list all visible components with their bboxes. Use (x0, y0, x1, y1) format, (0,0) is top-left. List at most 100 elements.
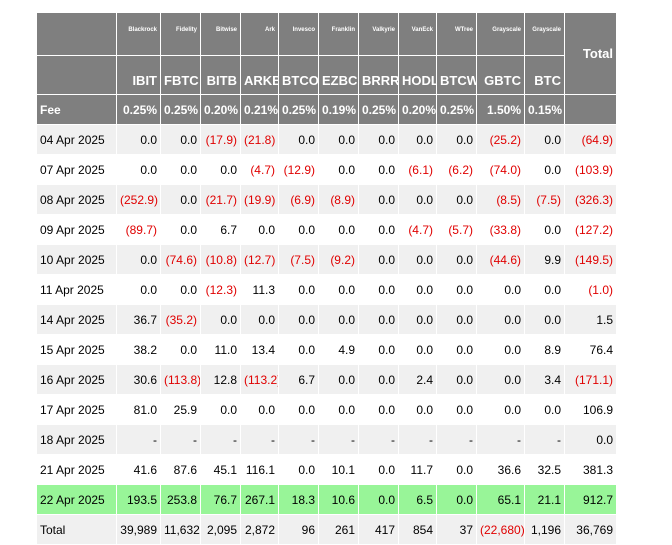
flow-value: 381.3 (564, 454, 617, 485)
flow-value: 0.0 (240, 394, 279, 425)
flow-value: 0.0 (398, 304, 437, 335)
ticker: EZBC (318, 55, 359, 95)
flow-value: - (476, 424, 525, 455)
ticker: GBTC (476, 55, 525, 95)
issuer: Valkyrie (358, 12, 399, 56)
flow-value: 0.0 (200, 304, 241, 335)
flow-value: (12.9) (278, 154, 319, 185)
row-label: 09 Apr 2025 (36, 214, 117, 245)
flow-value: 0.0 (160, 214, 201, 245)
flow-value: 0.0 (436, 394, 477, 425)
flow-value: 65.1 (476, 484, 525, 515)
flows-table: Blackrock Fidelity Bitwise Ark Invesco Frankl… (36, 12, 617, 545)
row-label: 14 Apr 2025 (36, 304, 117, 335)
flow-value: 0.0 (398, 184, 437, 215)
flow-value: 0.0 (398, 274, 437, 305)
flow-value: 25.9 (160, 394, 201, 425)
issuer: Blackrock (116, 12, 161, 56)
table-row: 16 Apr 2025 30.6 (113.8) 12.8 (113.2) 6.7 0.0 0… (36, 364, 617, 395)
flow-value: 0.0 (358, 244, 399, 275)
flow-value: 32.5 (524, 454, 565, 485)
flow-value: 0.0 (160, 184, 201, 215)
ticker: ARKB (240, 55, 279, 95)
flow-value: 854 (398, 514, 437, 545)
flow-value: 0.0 (318, 274, 359, 305)
table-row: Fee 0.25% 0.25% 0.20% 0.21% 0.25% 0.19% 0.25% 0.… (36, 94, 617, 125)
issuer: Invesco (278, 12, 319, 56)
flow-value: 0.0 (436, 124, 477, 155)
flow-value: 0.0 (318, 304, 359, 335)
table-row: 14 Apr 2025 36.7 (35.2) 0.0 0.0 0.0 0.0 0.0 0.0 0… (36, 304, 617, 335)
ticker: BRRR (358, 55, 399, 95)
flow-value: 0.0 (278, 274, 319, 305)
flow-value: 0.0 (278, 394, 319, 425)
flow-value: 11,632 (160, 514, 201, 545)
flow-value: 87.6 (160, 454, 201, 485)
flow-value: 0.0 (200, 394, 241, 425)
header-cell (36, 55, 117, 95)
flow-value: (4.7) (398, 214, 437, 245)
row-label: 11 Apr 2025 (36, 274, 117, 305)
flow-value: 912.7 (564, 484, 617, 515)
fee: 0.20% (200, 94, 241, 125)
header-cell (36, 12, 117, 56)
flow-value: - (160, 424, 201, 455)
flow-value: (8.5) (476, 184, 525, 215)
flow-value: 38.2 (116, 334, 161, 365)
flow-value: 3.4 (524, 364, 565, 395)
flow-value: 0.0 (200, 154, 241, 185)
row-label: 07 Apr 2025 (36, 154, 117, 185)
flow-value: 0.0 (278, 214, 319, 245)
flow-value: 18.3 (278, 484, 319, 515)
flow-value: (113.8) (160, 364, 201, 395)
flow-value: 0.0 (278, 454, 319, 485)
flow-value: 0.0 (358, 334, 399, 365)
flow-value: 261 (318, 514, 359, 545)
flow-value: (7.5) (278, 244, 319, 275)
flow-value: (19.9) (240, 184, 279, 215)
flow-value: 0.0 (240, 304, 279, 335)
flow-value: - (200, 424, 241, 455)
flow-value: (21.8) (240, 124, 279, 155)
flow-value: (12.7) (240, 244, 279, 275)
table-row: 22 Apr 2025 193.5 253.8 76.7 267.1 18.3 10.6 0.… (36, 484, 617, 515)
flow-value: 39,989 (116, 514, 161, 545)
table-row: 11 Apr 2025 0.0 0.0 (12.3) 11.3 0.0 0.0 0.0 0.0 0… (36, 274, 617, 305)
row-label: Total (36, 514, 117, 545)
flow-value: 0.0 (524, 304, 565, 335)
fee: 0.25% (116, 94, 161, 125)
table-row: 21 Apr 2025 41.6 87.6 45.1 116.1 0.0 10.1 0.0 11… (36, 454, 617, 485)
issuer: Ark (240, 12, 279, 56)
flow-value: (17.9) (200, 124, 241, 155)
flow-value: (9.2) (318, 244, 359, 275)
flow-value: 0.0 (278, 124, 319, 155)
flow-value: 0.0 (358, 454, 399, 485)
table-row: 04 Apr 2025 0.0 0.0 (17.9) (21.8) 0.0 0.0 0.0 0.… (36, 124, 617, 155)
flow-value: - (240, 424, 279, 455)
fee: 0.25% (436, 94, 477, 125)
flow-value: 0.0 (278, 334, 319, 365)
table-row: IBIT FBTC BITB ARKB BTCO EZBC BRRR HODL BTCW GBTC… (36, 55, 617, 95)
flow-value: (326.3) (564, 184, 617, 215)
header-cell (564, 94, 617, 125)
flow-value: 0.0 (436, 244, 477, 275)
flow-value: 0.0 (116, 274, 161, 305)
flow-value: 0.0 (524, 124, 565, 155)
flow-value: 0.0 (436, 184, 477, 215)
flow-value: 0.0 (524, 394, 565, 425)
flow-value: (7.5) (524, 184, 565, 215)
flow-value: (33.8) (476, 214, 525, 245)
fee-label: Fee (36, 94, 117, 125)
flow-value: (74.6) (160, 244, 201, 275)
flow-value: 0.0 (476, 364, 525, 395)
flow-value: 0.0 (358, 274, 399, 305)
flow-value: - (398, 424, 437, 455)
flow-value: (22,680) (476, 514, 525, 545)
row-label: 21 Apr 2025 (36, 454, 117, 485)
flow-value: 11.3 (240, 274, 279, 305)
flow-value: (35.2) (160, 304, 201, 335)
flow-value: (6.2) (436, 154, 477, 185)
flow-value: 0.0 (358, 394, 399, 425)
flow-value: - (436, 424, 477, 455)
flow-value: 0.0 (358, 214, 399, 245)
